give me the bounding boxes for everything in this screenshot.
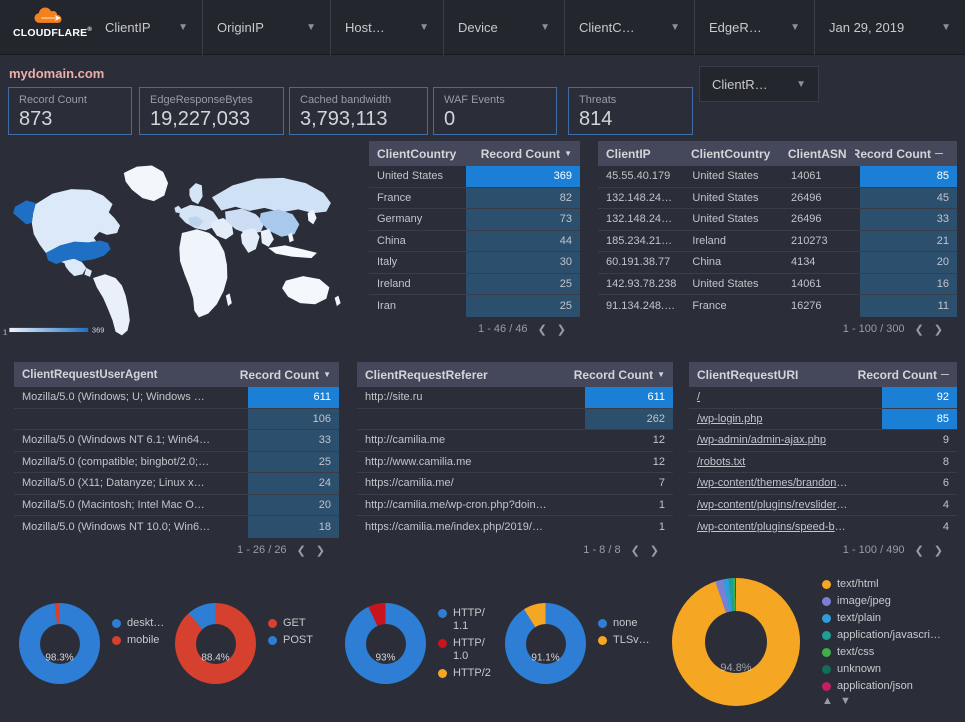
svg-text:369: 369	[92, 325, 105, 334]
svg-text:1: 1	[3, 327, 7, 336]
